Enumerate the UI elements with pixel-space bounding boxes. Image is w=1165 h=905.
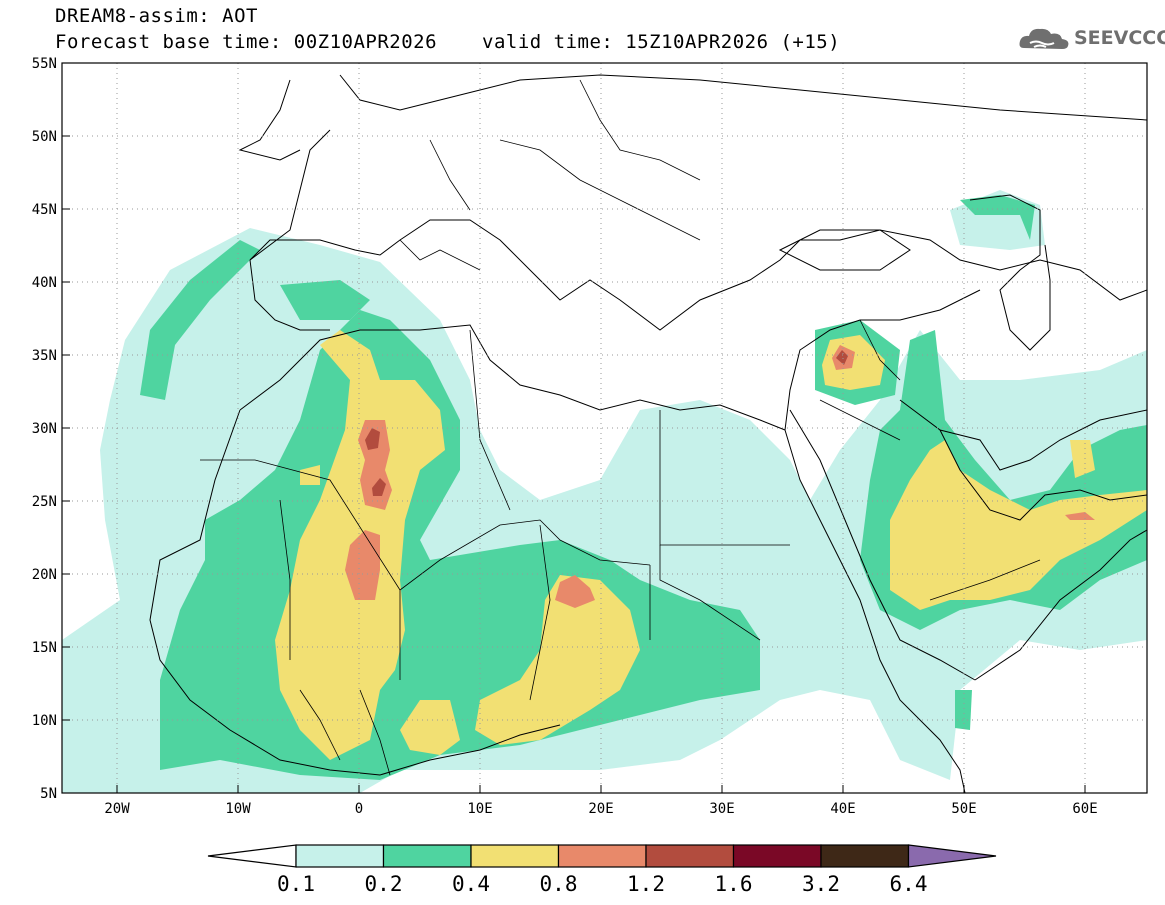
lat-label-20n: 20N [32,567,57,583]
colorbar-label-0.2: 0.2 [364,872,403,896]
colorbar-under-arrow [207,844,297,868]
colorbar-swatch-7 [820,844,910,868]
lat-label-55n: 55N [32,56,57,72]
lon-label-60e: 60E [1072,801,1097,817]
lon-label-20w: 20W [104,801,130,817]
lon-label-0: 0 [355,801,363,817]
lon-labels: 20W 10W 0 10E 20E 30E 40E 50E 60E [104,801,1097,817]
colorbar-label-0.1: 0.1 [277,872,315,896]
title-line-1: DREAM8-assim: AOT [55,5,258,27]
colorbar-swatch-1 [295,844,385,868]
coastlines [149,74,1147,793]
lon-label-10w: 10W [225,801,251,817]
colorbar-label-1.6: 1.6 [714,872,753,896]
lon-label-30e: 30E [709,801,734,817]
colorbar [207,844,997,868]
seevccc-logo: SEEVCCC [1018,24,1165,54]
lat-label-30n: 30N [32,421,57,437]
colorbar-swatch-4 [557,844,647,868]
lon-label-40e: 40E [830,801,855,817]
aot-field [62,190,1147,793]
lat-label-5n: 5N [40,786,57,802]
colorbar-swatch-6 [732,844,822,868]
lat-labels: 55N 50N 45N 40N 35N 30N 25N 20N 15N 10N … [32,56,57,802]
lat-label-40n: 40N [32,275,57,291]
aot-level-1.2 [365,350,848,496]
lat-label-10n: 10N [32,713,57,729]
colorbar-swatch-3 [470,844,560,868]
lon-label-10e: 10E [467,801,492,817]
cloud-icon [1019,28,1069,49]
lon-label-20e: 20E [588,801,613,817]
ticks [62,62,1086,793]
colorbar-swatch-2 [382,844,472,868]
lat-label-45n: 45N [32,202,57,218]
valid-time: valid time: 15Z10APR2026 (+15) [482,31,841,53]
colorbar-swatch-5 [645,844,735,868]
lat-label-15n: 15N [32,640,57,656]
colorbar-over-arrow [907,844,997,868]
logo-text: SEEVCCC [1074,27,1165,49]
title-line-2: Forecast base time: 00Z10APR2026 [55,31,438,53]
colorbar-label-0.8: 0.8 [539,872,578,896]
lat-label-50n: 50N [32,129,57,145]
borders [200,79,1041,776]
colorbar-label-0.4: 0.4 [452,872,490,896]
colorbar-label-1.2: 1.2 [627,872,665,896]
lon-label-50e: 50E [951,801,976,817]
colorbar-label-3.2: 3.2 [802,872,840,896]
colorbar-label-6.4: 6.4 [889,872,928,896]
lat-label-35n: 35N [32,348,57,364]
graticule [62,63,1147,793]
lat-label-25n: 25N [32,494,57,510]
